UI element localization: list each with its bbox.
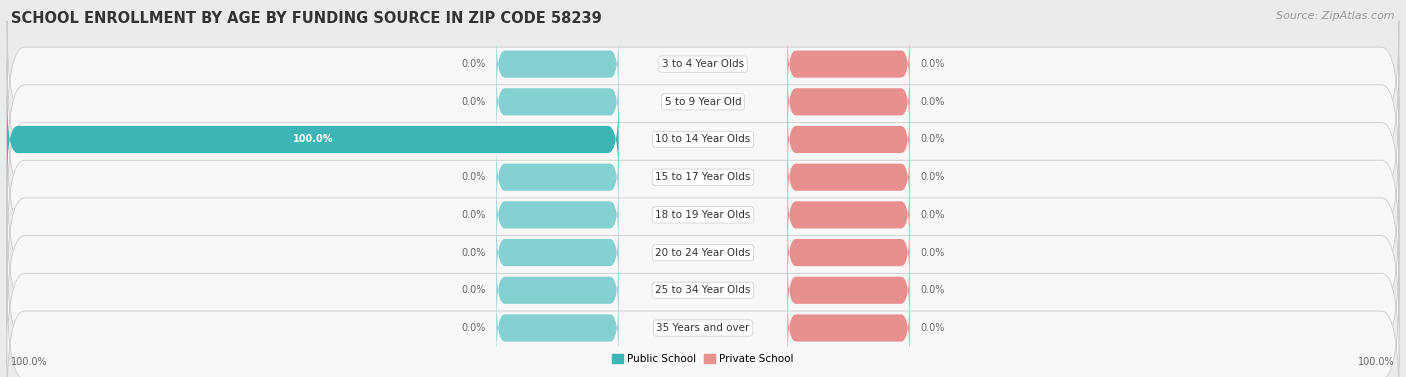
- FancyBboxPatch shape: [7, 58, 1399, 179]
- FancyBboxPatch shape: [496, 296, 619, 360]
- Text: 0.0%: 0.0%: [921, 248, 945, 257]
- Text: 3 to 4 Year Olds: 3 to 4 Year Olds: [662, 59, 744, 69]
- Text: SCHOOL ENROLLMENT BY AGE BY FUNDING SOURCE IN ZIP CODE 58239: SCHOOL ENROLLMENT BY AGE BY FUNDING SOUR…: [11, 11, 602, 26]
- FancyBboxPatch shape: [496, 259, 619, 322]
- Text: Source: ZipAtlas.com: Source: ZipAtlas.com: [1277, 11, 1395, 21]
- FancyBboxPatch shape: [7, 285, 1399, 377]
- Text: 0.0%: 0.0%: [461, 97, 486, 107]
- FancyBboxPatch shape: [787, 70, 910, 133]
- Text: 0.0%: 0.0%: [921, 285, 945, 295]
- Text: 0.0%: 0.0%: [461, 172, 486, 182]
- FancyBboxPatch shape: [7, 96, 1399, 217]
- Text: 0.0%: 0.0%: [921, 323, 945, 333]
- Text: 0.0%: 0.0%: [921, 135, 945, 144]
- FancyBboxPatch shape: [787, 183, 910, 247]
- FancyBboxPatch shape: [787, 296, 910, 360]
- FancyBboxPatch shape: [496, 183, 619, 247]
- FancyBboxPatch shape: [7, 209, 1399, 330]
- Text: 0.0%: 0.0%: [921, 97, 945, 107]
- FancyBboxPatch shape: [787, 221, 910, 284]
- FancyBboxPatch shape: [496, 70, 619, 133]
- Text: 100.0%: 100.0%: [1358, 357, 1395, 367]
- Text: 100.0%: 100.0%: [292, 135, 333, 144]
- FancyBboxPatch shape: [787, 259, 910, 322]
- Text: 0.0%: 0.0%: [461, 248, 486, 257]
- Text: 0.0%: 0.0%: [461, 285, 486, 295]
- Text: 100.0%: 100.0%: [11, 357, 48, 367]
- FancyBboxPatch shape: [7, 247, 1399, 368]
- Text: 5 to 9 Year Old: 5 to 9 Year Old: [665, 97, 741, 107]
- Text: 10 to 14 Year Olds: 10 to 14 Year Olds: [655, 135, 751, 144]
- Text: 0.0%: 0.0%: [921, 59, 945, 69]
- Text: 0.0%: 0.0%: [461, 210, 486, 220]
- Text: 25 to 34 Year Olds: 25 to 34 Year Olds: [655, 285, 751, 295]
- FancyBboxPatch shape: [787, 146, 910, 209]
- Text: 18 to 19 Year Olds: 18 to 19 Year Olds: [655, 210, 751, 220]
- Text: 0.0%: 0.0%: [461, 59, 486, 69]
- FancyBboxPatch shape: [7, 97, 619, 182]
- Text: 0.0%: 0.0%: [921, 172, 945, 182]
- FancyBboxPatch shape: [7, 172, 1399, 292]
- FancyBboxPatch shape: [496, 221, 619, 284]
- Text: 20 to 24 Year Olds: 20 to 24 Year Olds: [655, 248, 751, 257]
- FancyBboxPatch shape: [7, 134, 1399, 254]
- FancyBboxPatch shape: [496, 146, 619, 209]
- Legend: Public School, Private School: Public School, Private School: [609, 349, 797, 368]
- Text: 15 to 17 Year Olds: 15 to 17 Year Olds: [655, 172, 751, 182]
- FancyBboxPatch shape: [496, 32, 619, 96]
- Text: 35 Years and over: 35 Years and over: [657, 323, 749, 333]
- FancyBboxPatch shape: [787, 108, 910, 171]
- Text: 0.0%: 0.0%: [921, 210, 945, 220]
- FancyBboxPatch shape: [787, 32, 910, 96]
- FancyBboxPatch shape: [7, 21, 1399, 141]
- Text: 0.0%: 0.0%: [461, 323, 486, 333]
